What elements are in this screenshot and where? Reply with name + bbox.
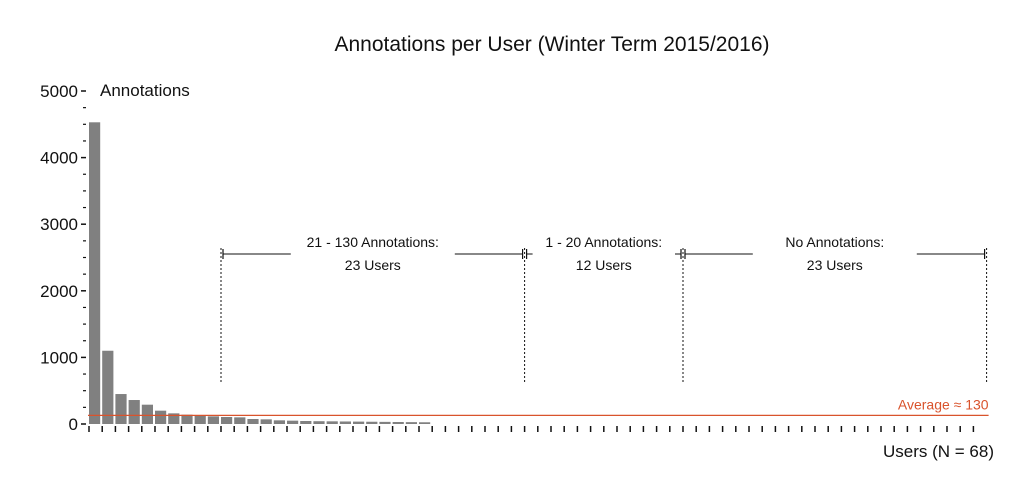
group-range-label: 1 - 20 Annotations:: [545, 234, 662, 250]
chart-title: Annotations per User (Winter Term 2015/2…: [335, 33, 770, 56]
bars: [89, 122, 431, 424]
y-tick-label: 4000: [40, 149, 78, 168]
bar: [326, 421, 338, 424]
bar: [392, 422, 404, 424]
bar: [339, 421, 351, 424]
bar: [181, 414, 193, 424]
bar: [221, 417, 233, 424]
group-count-label: 12 Users: [576, 257, 632, 273]
bar: [128, 400, 140, 424]
group-range-label: No Annotations:: [785, 234, 884, 250]
group-range-label: 21 - 130 Annotations:: [307, 234, 439, 250]
bar: [168, 413, 180, 424]
bar: [102, 350, 114, 424]
bar: [247, 419, 259, 424]
bar: [115, 394, 127, 424]
bar: [366, 421, 378, 424]
y-axis-label: Annotations: [100, 81, 190, 100]
bar: [155, 410, 167, 424]
x-axis-label: Users (N = 68): [883, 442, 994, 461]
bar: [300, 421, 312, 424]
y-tick-label: 3000: [40, 215, 78, 234]
y-tick-label: 2000: [40, 282, 78, 301]
bar: [273, 420, 285, 424]
group-count-label: 23 Users: [345, 257, 401, 273]
group-count-label: 23 Users: [807, 257, 863, 273]
bar: [207, 416, 219, 424]
y-tick-label: 0: [69, 415, 78, 434]
bar: [287, 420, 299, 424]
bar: [353, 421, 365, 424]
bar: [405, 422, 417, 424]
y-axis: 0 1000 2000 3000 4000 5000: [40, 82, 86, 434]
bar: [419, 422, 431, 424]
bar: [194, 415, 206, 424]
bar: [260, 419, 272, 424]
average-line-group: Average ≈ 130: [88, 396, 989, 416]
y-tick-label: 5000: [40, 82, 78, 101]
bar: [313, 421, 325, 424]
bar: [89, 122, 101, 424]
y-tick-label: 1000: [40, 348, 78, 367]
user-groups: 21 - 130 Annotations: 23 Users 1 - 20 Anno…: [220, 234, 988, 384]
bar: [379, 421, 391, 424]
bar: [234, 417, 246, 424]
bar: [141, 404, 153, 424]
x-axis: [88, 426, 975, 432]
average-label: Average ≈ 130: [898, 396, 989, 412]
